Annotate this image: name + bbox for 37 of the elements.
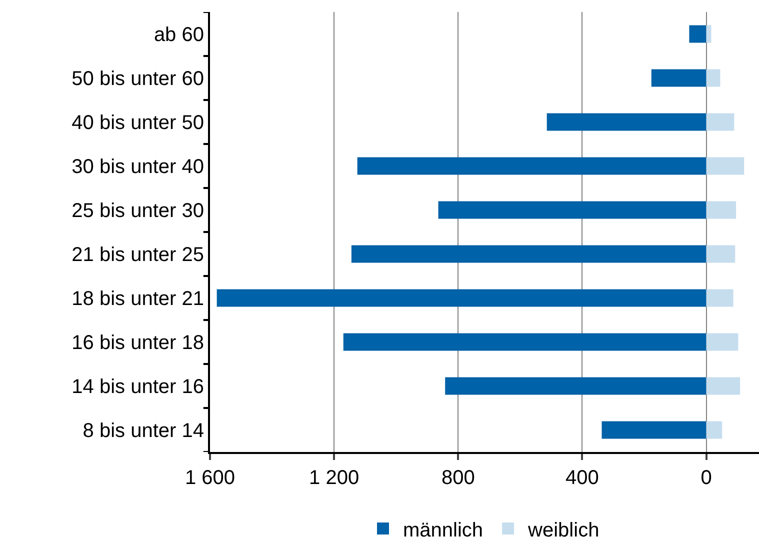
bar xyxy=(351,245,706,263)
bar xyxy=(602,421,706,439)
bar xyxy=(343,333,706,351)
x-tick-label: 800 xyxy=(441,467,475,489)
bar xyxy=(445,377,706,395)
y-tick-label: 14 bis unter 16 xyxy=(72,376,204,398)
y-tick-label: 8 bis unter 14 xyxy=(82,420,204,442)
bar xyxy=(706,25,712,43)
legend-label: weiblich xyxy=(527,519,600,542)
x-tick-label: 400 xyxy=(566,467,599,489)
bar xyxy=(706,201,736,219)
bar xyxy=(706,69,720,87)
y-tick-label: 25 bis unter 30 xyxy=(72,200,204,222)
y-tick-label: 16 bis unter 18 xyxy=(72,332,204,354)
y-tick-label: ab 60 xyxy=(154,24,204,46)
bar xyxy=(706,421,722,439)
y-tick-label: 40 bis unter 50 xyxy=(72,112,204,134)
bar xyxy=(706,377,740,395)
x-tick-label: 0 xyxy=(700,467,712,489)
y-tick-label: 18 bis unter 21 xyxy=(72,288,204,310)
x-tick-label: 1 200 xyxy=(309,467,360,489)
bar xyxy=(706,245,736,263)
bar xyxy=(357,157,706,175)
y-tick-label: 50 bis unter 60 xyxy=(72,68,204,90)
bar xyxy=(438,201,706,219)
bar xyxy=(706,289,734,307)
bar xyxy=(706,333,738,351)
bar xyxy=(706,113,734,131)
bar xyxy=(546,113,706,131)
bar xyxy=(651,69,706,87)
bar xyxy=(706,157,744,175)
y-tick-label: 30 bis unter 40 xyxy=(72,156,204,178)
x-tick-label: 1 600 xyxy=(184,467,236,489)
y-tick-label: 21 bis unter 25 xyxy=(72,244,204,266)
bar xyxy=(216,289,706,307)
bar xyxy=(689,25,706,43)
legend-label: männlich xyxy=(403,519,484,542)
